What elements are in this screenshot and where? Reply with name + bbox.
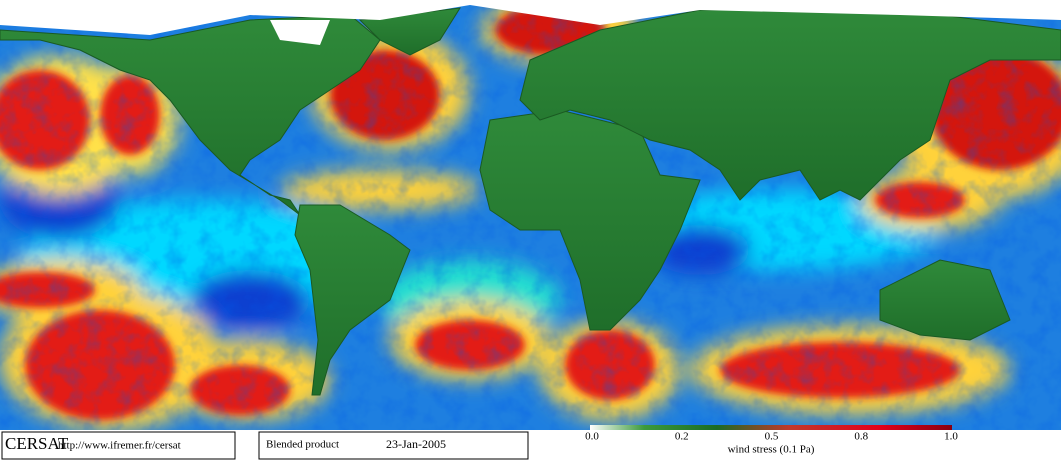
africa bbox=[479, 109, 701, 331]
colorbar-tick-label: 0.2 bbox=[675, 431, 689, 443]
colorbar-label: wind stress (0.1 Pa) bbox=[728, 444, 815, 456]
colorbar bbox=[590, 425, 952, 430]
footer: CERSAT http://www.ifremer.fr/cersat Blen… bbox=[0, 425, 1061, 462]
colorbar-tick-label: 1.0 bbox=[944, 431, 958, 443]
arctic-islands bbox=[270, 20, 330, 45]
ocean-field bbox=[0, 0, 1061, 430]
product: Blended product bbox=[266, 439, 339, 451]
url: http://www.ifremer.fr/cersat bbox=[58, 440, 181, 452]
colorbar-tick-label: 0.5 bbox=[765, 431, 779, 443]
ice bbox=[0, 0, 1061, 45]
south-america bbox=[294, 204, 411, 396]
colorbar-tick-label: 0.0 bbox=[585, 431, 599, 443]
colorbar-tick-label: 0.8 bbox=[854, 431, 868, 443]
date: 23-Jan-2005 bbox=[386, 437, 446, 451]
greenland bbox=[358, 7, 461, 56]
continents bbox=[0, 7, 1061, 396]
colorbar-ticks: 0.0 0.2 0.5 0.8 1.0 bbox=[585, 431, 958, 443]
polar-ice bbox=[0, 0, 1061, 35]
product-box bbox=[258, 431, 529, 460]
australia bbox=[879, 259, 1011, 341]
logo: CERSAT bbox=[5, 434, 69, 453]
logo-box bbox=[1, 431, 236, 460]
